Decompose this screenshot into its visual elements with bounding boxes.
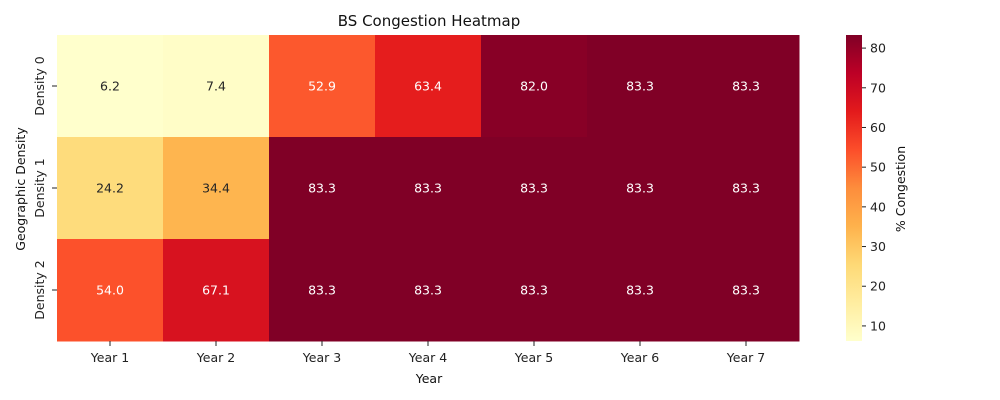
cell-value-label: 83.3: [626, 79, 654, 94]
colorbar-tick-label: 80: [870, 41, 886, 56]
x-axis-label: Year: [415, 371, 443, 386]
cell-value-label: 83.3: [626, 283, 654, 298]
cell-value-label: 67.1: [202, 283, 230, 298]
heatmap-cell: [163, 137, 270, 240]
y-axis-label: Geographic Density: [13, 127, 28, 251]
colorbar-tick-label: 20: [870, 279, 886, 294]
cell-value-label: 83.3: [308, 283, 336, 298]
heatmap-cell: [269, 137, 376, 240]
cell-value-label: 6.2: [100, 79, 120, 94]
cell-value-label: 24.2: [96, 181, 124, 196]
cell-value-label: 34.4: [202, 181, 230, 196]
heatmap-cell: [693, 239, 800, 342]
heatmap-cell: [587, 35, 694, 138]
cell-value-label: 83.3: [732, 283, 760, 298]
y-tick-label: Density 2: [32, 260, 47, 319]
heatmap-cell: [269, 35, 376, 138]
heatmap-cell: [481, 137, 588, 240]
heatmap-cell: [163, 239, 270, 342]
heatmap-cell: [57, 35, 164, 138]
y-axis-ticks: Density 0 Density 1 Density 2: [32, 56, 57, 320]
cell-value-label: 83.3: [732, 79, 760, 94]
cell-value-label: 83.3: [732, 181, 760, 196]
cell-value-label: 83.3: [414, 283, 442, 298]
x-tick-label: Year 7: [726, 350, 765, 365]
y-tick-label: Density 0: [32, 56, 47, 115]
colorbar-tick-label: 60: [870, 120, 886, 135]
heatmap-cells: 6.2 7.4 52.9 63.4 82.0 83.3 83.3 24.2 34.4 83.3 83…: [57, 35, 800, 342]
x-axis-ticks: Year 1 Year 2 Year 3 Year 4 Year 5 Year 6 Year…: [90, 341, 765, 365]
heatmap-cell: [587, 137, 694, 240]
cell-value-label: 63.4: [414, 79, 442, 94]
x-tick-label: Year 6: [620, 350, 659, 365]
cell-value-label: 82.0: [520, 79, 548, 94]
cell-value-label: 7.4: [206, 79, 226, 94]
heatmap-cell: [375, 239, 482, 342]
cell-value-label: 83.3: [520, 283, 548, 298]
cell-value-label: 83.3: [308, 181, 336, 196]
y-tick-label: Density 1: [32, 158, 47, 217]
heatmap-cell: [57, 137, 164, 240]
colorbar-label: % Congestion: [893, 146, 908, 232]
heatmap-cell: [587, 239, 694, 342]
heatmap-cell: [57, 239, 164, 342]
colorbar: [846, 35, 862, 341]
heatmap-cell: [481, 35, 588, 138]
cell-value-label: 52.9: [308, 79, 336, 94]
x-tick-label: Year 4: [408, 350, 447, 365]
heatmap-cell: [693, 35, 800, 138]
colorbar-tick-label: 70: [870, 80, 886, 95]
heatmap-cell: [163, 35, 270, 138]
colorbar-tick-label: 50: [870, 160, 886, 175]
colorbar-ticks: 10 20 30 40 50 60 70 80: [862, 41, 886, 333]
x-tick-label: Year 5: [514, 350, 553, 365]
cell-value-label: 83.3: [520, 181, 548, 196]
colorbar-tick-label: 30: [870, 239, 886, 254]
x-tick-label: Year 2: [196, 350, 235, 365]
cell-value-label: 83.3: [626, 181, 654, 196]
colorbar-tick-label: 40: [870, 199, 886, 214]
heatmap-cell: [693, 137, 800, 240]
cell-value-label: 54.0: [96, 283, 124, 298]
chart-title: BS Congestion Heatmap: [338, 12, 520, 30]
heatmap-cell: [481, 239, 588, 342]
heatmap-cell: [375, 35, 482, 138]
cell-value-label: 83.3: [414, 181, 442, 196]
x-tick-label: Year 3: [302, 350, 341, 365]
colorbar-tick-label: 10: [870, 318, 886, 333]
heatmap-cell: [375, 137, 482, 240]
heatmap-cell: [269, 239, 376, 342]
x-tick-label: Year 1: [90, 350, 129, 365]
